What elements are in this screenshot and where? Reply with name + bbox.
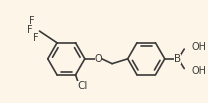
Text: F: F <box>33 33 38 43</box>
Text: OH: OH <box>191 66 206 75</box>
Text: B: B <box>174 54 181 64</box>
Text: F: F <box>29 16 35 26</box>
Text: O: O <box>95 54 102 64</box>
Text: F: F <box>27 25 32 35</box>
Text: OH: OH <box>191 42 206 52</box>
Text: Cl: Cl <box>77 81 88 91</box>
